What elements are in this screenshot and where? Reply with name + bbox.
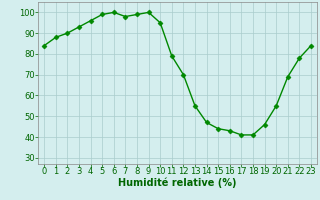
X-axis label: Humidité relative (%): Humidité relative (%) [118,178,237,188]
